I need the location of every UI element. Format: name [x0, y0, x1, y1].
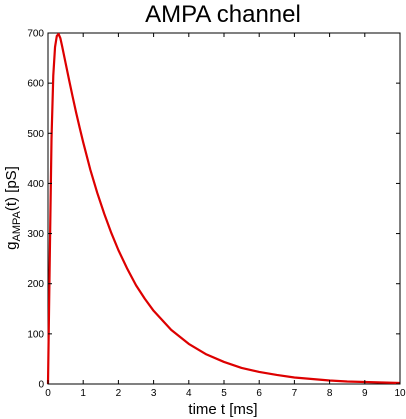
y-tick-label: 200	[27, 279, 44, 290]
x-tick-label: 0	[45, 388, 51, 399]
x-tick-label: 8	[327, 388, 333, 399]
x-tick-label: 9	[362, 388, 368, 399]
x-axis-label: time t [ms]	[188, 401, 257, 418]
y-tick-label: 0	[38, 380, 44, 391]
x-tick-label: 10	[394, 388, 406, 399]
x-tick-label: 1	[80, 388, 86, 399]
y-tick-label: 300	[27, 229, 44, 240]
y-tick-label: 100	[27, 329, 44, 340]
y-axis-label-sub: AMPA	[11, 210, 23, 241]
y-tick-label: 600	[27, 79, 44, 90]
x-tick-label: 3	[151, 388, 157, 399]
y-tick-label: 500	[27, 129, 44, 140]
axes-box	[47, 32, 401, 385]
chart-title: AMPA channel	[145, 1, 301, 28]
y-axis-label-main: g	[3, 242, 20, 250]
y-axis-label: gAMPA(t) [pS]	[3, 166, 23, 250]
x-tick-label: 2	[116, 388, 122, 399]
x-tick-label: 6	[256, 388, 262, 399]
y-tick-label: 700	[27, 29, 44, 40]
y-axis-label-tail: (t) [pS]	[3, 166, 20, 211]
x-tick-label: 7	[292, 388, 298, 399]
series-line	[46, 32, 401, 385]
y-tick-label: 400	[27, 179, 44, 190]
x-tick-label: 4	[186, 388, 192, 399]
plot-area	[46, 32, 401, 385]
x-tick-label: 5	[221, 388, 227, 399]
